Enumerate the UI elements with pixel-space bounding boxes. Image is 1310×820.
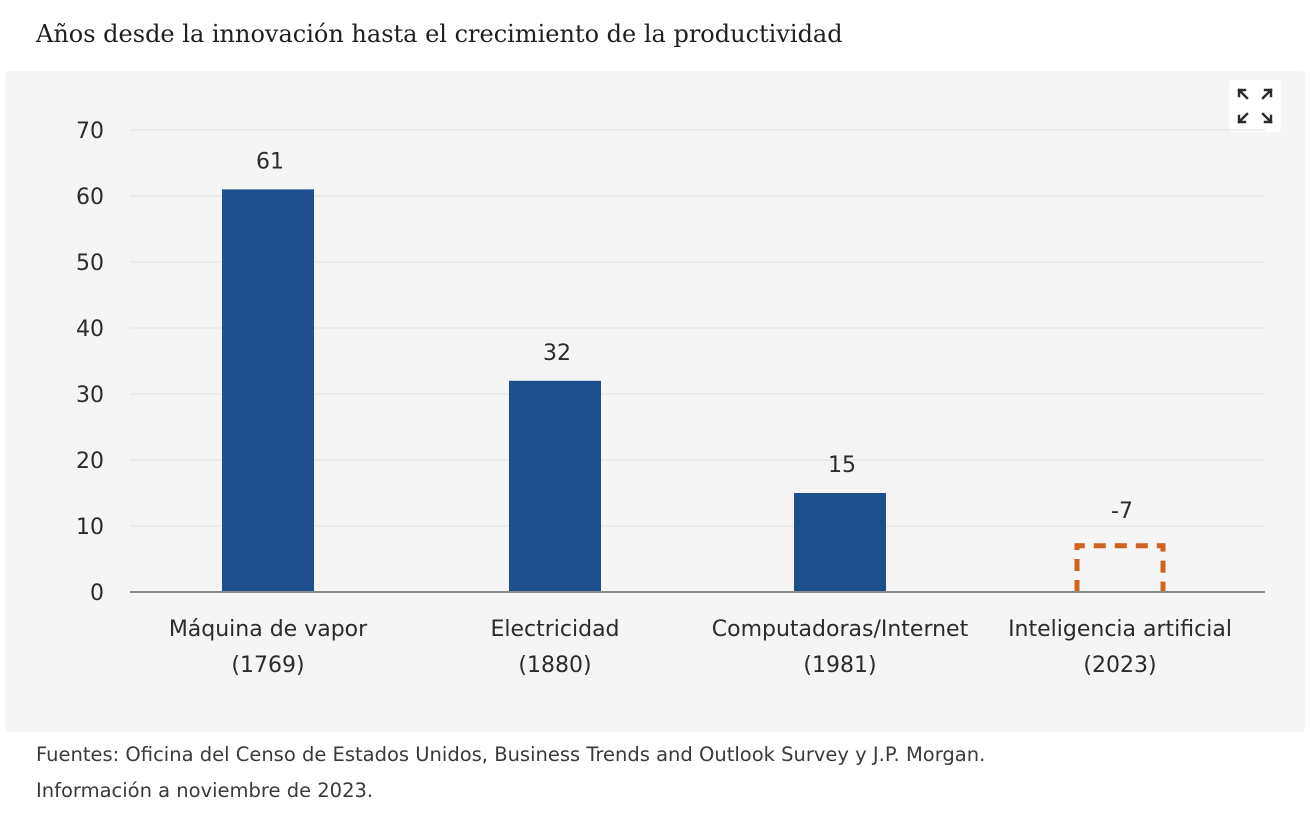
bar-projected [1074, 543, 1166, 592]
source-note: Fuentes: Oficina del Censo de Estados Un… [36, 737, 985, 809]
x-tick-label: Inteligencia artificial [1008, 617, 1232, 642]
source-line-1: Fuentes: Oficina del Censo de Estados Un… [36, 743, 986, 766]
data-label: 32 [543, 341, 571, 366]
y-tick-label: 60 [76, 185, 104, 210]
y-tick-label: 50 [76, 251, 104, 276]
bar [794, 493, 886, 592]
y-tick-label: 30 [76, 383, 104, 408]
expand-arrows-icon [1237, 88, 1273, 124]
bar-chart: 0 10 20 30 40 50 60 70 61 32 15 -7 Máquina de vapor (… [76, 119, 1265, 678]
y-tick-label: 10 [76, 515, 104, 540]
source-line-2: Información a noviembre de 2023. [36, 779, 374, 802]
expand-button[interactable] [1229, 80, 1281, 132]
y-tick-label: 20 [76, 449, 104, 474]
chart-panel [5, 71, 1305, 732]
page-title: Años desde la innovación hasta el crecim… [36, 20, 843, 48]
x-tick-year: (1769) [231, 653, 304, 678]
y-tick-label: 0 [90, 581, 104, 606]
data-label: -7 [1111, 499, 1133, 524]
x-tick-year: (1981) [803, 653, 876, 678]
data-label: 15 [828, 453, 856, 478]
bar [509, 380, 601, 592]
y-tick-label: 40 [76, 317, 104, 342]
x-tick-label: Electricidad [490, 617, 619, 642]
x-tick-label: Máquina de vapor [169, 617, 368, 642]
x-tick-label: Computadoras/Internet [712, 617, 969, 642]
data-label: 61 [256, 149, 284, 174]
x-tick-year: (1880) [518, 653, 591, 678]
y-tick-label: 70 [76, 119, 104, 144]
bar [222, 189, 314, 592]
x-tick-year: (2023) [1083, 653, 1156, 678]
